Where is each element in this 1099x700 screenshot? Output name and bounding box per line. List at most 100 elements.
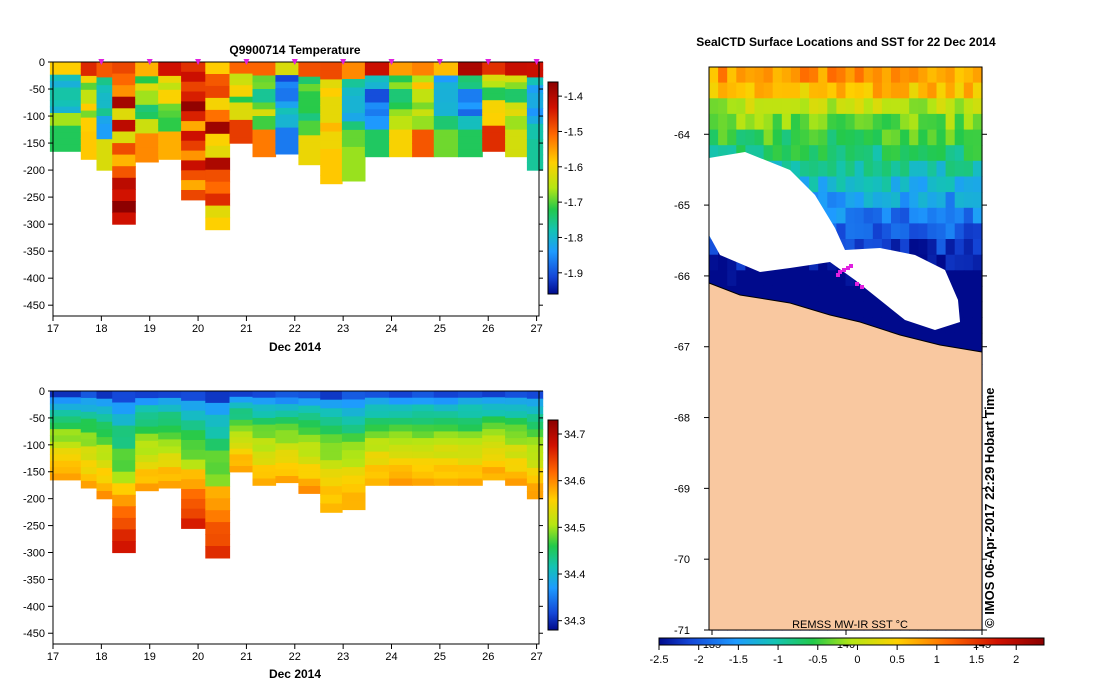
profile-cell (320, 148, 343, 159)
profile-cell (135, 62, 159, 70)
profile-cell (112, 541, 136, 554)
sst-cell (963, 301, 974, 318)
x-tick-label: 17 (47, 323, 59, 335)
sst-cell (927, 67, 938, 84)
profile-cell (96, 162, 113, 171)
sst-cell (718, 113, 728, 131)
profile-cell (158, 62, 182, 70)
sst-cell (881, 301, 892, 318)
profile-cell (364, 444, 390, 453)
profile-cell (364, 116, 390, 124)
temperature-title: Q9900714 Temperature (229, 43, 361, 57)
profile-cell (181, 71, 206, 83)
profile-cell (433, 122, 459, 131)
sst-cell (881, 82, 892, 99)
sst-cell (918, 192, 928, 209)
sst-cell (709, 129, 719, 146)
sst-cell (790, 270, 801, 287)
profile-cell (80, 481, 98, 489)
profile-cell (80, 460, 98, 468)
x-tick-label: 22 (289, 323, 301, 335)
profile-cell (320, 96, 343, 106)
profile-cell (364, 75, 390, 83)
y-tick-label: -150 (23, 138, 45, 150)
profile-cell (80, 467, 98, 475)
profile-cell (433, 438, 459, 446)
profile-cell (505, 116, 528, 124)
profile-cell (252, 95, 277, 104)
x-tick-label: 22 (289, 651, 301, 663)
profile-cell (229, 73, 254, 80)
profile-cell (364, 471, 390, 479)
y-tick-label: -200 (23, 494, 45, 506)
profile-cell (320, 391, 343, 401)
sst-cell (891, 223, 901, 240)
sst-cell (709, 254, 719, 271)
profile-cell (112, 177, 136, 190)
profile-cell (49, 144, 82, 152)
sst-cell (745, 145, 756, 162)
profile-cell (389, 444, 413, 453)
profile-cell (364, 68, 390, 77)
profile-cell (96, 483, 113, 492)
profile-cell (205, 486, 231, 499)
seal-location (860, 285, 864, 289)
sst-cell (790, 129, 801, 146)
profile-cell (229, 402, 254, 409)
profile-cell (364, 82, 390, 90)
profile-cell (412, 471, 435, 479)
profile-cell (320, 503, 343, 513)
profile-cell (275, 88, 299, 96)
sst-cell (900, 82, 910, 99)
sst-cell (863, 160, 874, 177)
profile-cell (80, 474, 98, 482)
profile-cell (112, 108, 136, 121)
surface-marker (485, 59, 492, 65)
sst-cell (891, 192, 901, 209)
profile-cell (112, 131, 136, 144)
profile-cell (96, 131, 113, 140)
seal-location (838, 270, 842, 274)
sst-colorbar-ticks: -2.5 -2 -1.5 -1 -0.5 0 0.5 1 1.5 2 (650, 645, 1019, 666)
temperature-y-axis: 0 -50 -100 -150 -200 -250 -300 -350 -400 -450 (23, 57, 543, 312)
profile-cell (320, 166, 343, 176)
sst-cell (727, 270, 737, 287)
profile-cell (135, 405, 159, 413)
sst-cell (818, 192, 828, 209)
profile-cell (482, 441, 506, 449)
sst-cell (836, 207, 847, 224)
profile-cell (320, 451, 343, 461)
profile-cell (412, 149, 435, 158)
profile-cell (482, 473, 506, 481)
profile-cell (112, 402, 136, 415)
profile-cell (458, 129, 483, 137)
sst-cell (818, 98, 828, 115)
profile-cell (112, 471, 136, 484)
profile-cell (135, 483, 159, 492)
sst-cell (836, 270, 847, 287)
profile-cell (96, 62, 113, 71)
profile-cell (112, 143, 136, 156)
profile-cell (433, 411, 459, 419)
profile-cell (275, 417, 299, 425)
profile-cell (80, 446, 98, 454)
y-tick-label: 0 (39, 57, 45, 69)
sst-cell (863, 239, 874, 256)
profile-cell (458, 62, 483, 70)
profile-cell (389, 143, 413, 151)
profile-cell (341, 87, 366, 97)
sst-cell (809, 285, 819, 303)
profile-cell (49, 422, 82, 430)
sst-cell (772, 98, 783, 115)
sst-cell (745, 129, 756, 146)
profile-cell (96, 398, 113, 407)
profile-cell (298, 434, 321, 443)
profile-cell (364, 465, 390, 473)
profile-cell (80, 62, 98, 70)
profile-cell (49, 62, 82, 69)
profile-cell (341, 441, 366, 451)
sst-cell (845, 239, 856, 256)
salinity-axes (52, 390, 540, 645)
profile-cell (49, 454, 82, 462)
profile-cell (298, 62, 321, 70)
